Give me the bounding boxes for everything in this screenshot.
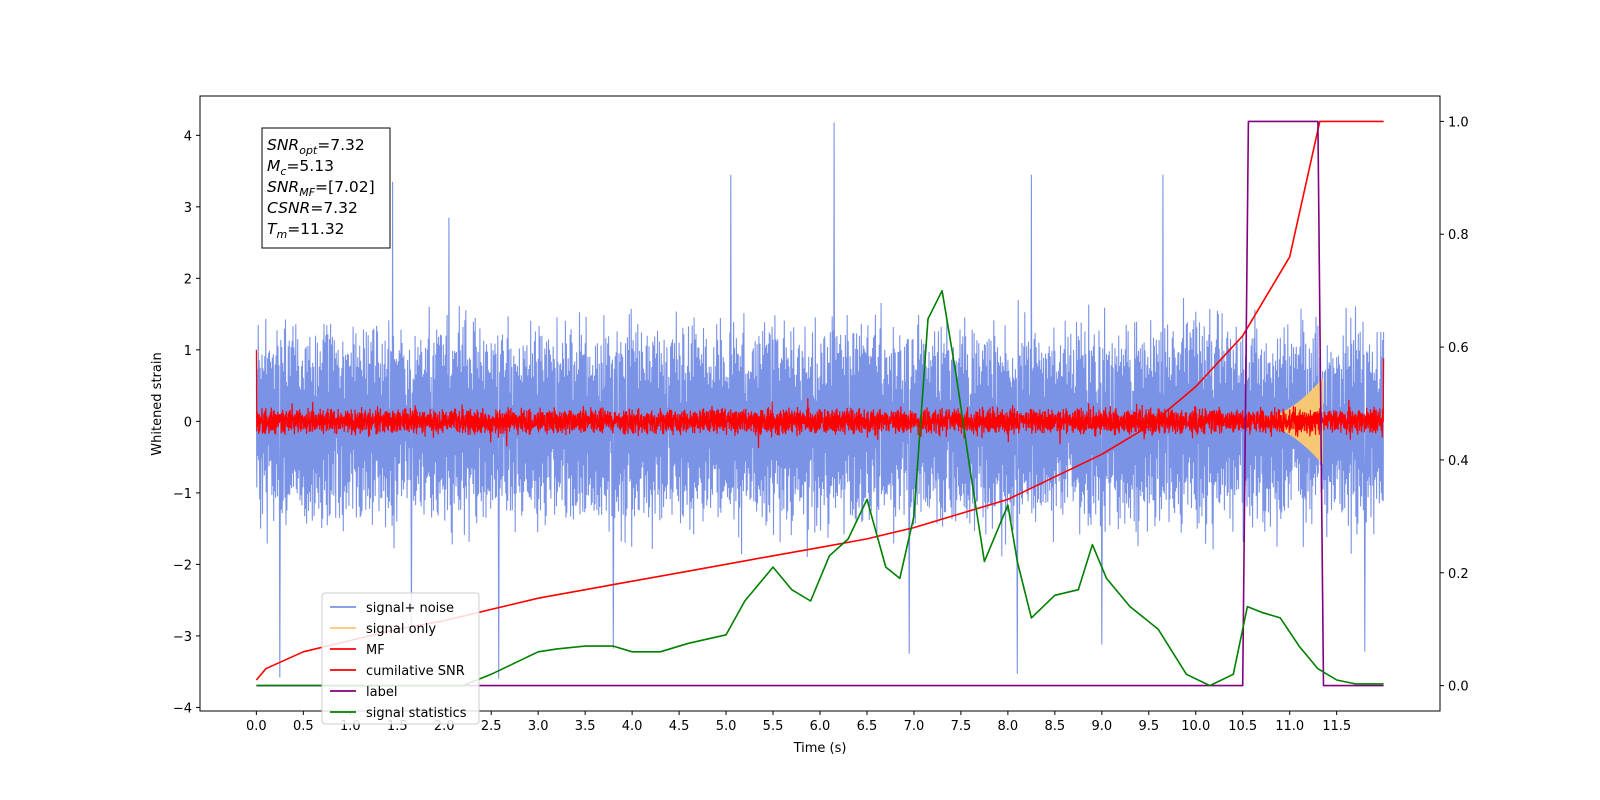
y-axis-label: Whitened strain [150, 352, 165, 455]
legend: signal+ noise signal only MF cumilative SNR… [321, 592, 480, 725]
y2-tick-label: 0.8 [1448, 228, 1469, 243]
x-tick-label: 7.0 [904, 719, 925, 734]
series-signal-statistics [256, 289, 1384, 687]
annotation-frame [261, 127, 391, 249]
y-axis-left: 4 3 2 1 0 −1 −2 −3 −4 [173, 129, 200, 716]
y-tick-label: 1 [184, 344, 192, 359]
x-tick-label: 4.0 [622, 719, 643, 734]
y-tick-label: 4 [184, 129, 192, 144]
x-tick-label: 2.5 [481, 719, 502, 734]
x-axis-label: Time (s) [793, 741, 847, 756]
legend-label: signal+ noise [366, 601, 454, 616]
legend-label: signal only [366, 622, 436, 637]
x-tick-label: 5.0 [716, 719, 737, 734]
legend-label: cumilative SNR [366, 664, 465, 679]
x-tick-label: 6.5 [857, 719, 878, 734]
series-mf [255, 349, 1385, 449]
series-signal-noise [255, 122, 1385, 679]
x-tick-label: 11.0 [1275, 719, 1304, 734]
annotation-line: CSNR=7.32 [267, 199, 358, 217]
x-tick-label: 10.0 [1181, 719, 1210, 734]
y-tick-label: 2 [184, 272, 192, 287]
x-tick-label: 7.5 [951, 719, 972, 734]
x-tick-label: 0.5 [293, 719, 314, 734]
y2-tick-label: 0.6 [1448, 341, 1469, 356]
y2-tick-label: 0.2 [1448, 567, 1469, 582]
x-tick-label: 9.0 [1091, 719, 1112, 734]
y2-tick-label: 1.0 [1448, 115, 1469, 130]
series-label [256, 120, 1384, 687]
legend-label: label [366, 685, 397, 700]
x-tick-label: 3.0 [528, 719, 549, 734]
y-axis-right: 1.0 0.8 0.6 0.4 0.2 0.0 [1440, 115, 1469, 695]
x-tick-label: 9.5 [1138, 719, 1159, 734]
x-tick-label: 10.5 [1228, 719, 1257, 734]
annotation-line: Mc=5.13 [267, 157, 334, 178]
x-tick-label: 6.0 [810, 719, 831, 734]
x-tick-label: 4.5 [669, 719, 690, 734]
y-tick-label: −2 [173, 558, 192, 573]
legend-frame [321, 592, 480, 725]
x-tick-label: 8.0 [998, 719, 1019, 734]
y2-tick-label: 0.4 [1448, 454, 1469, 469]
annotation-line: Tm=11.32 [267, 220, 345, 241]
y-tick-label: −4 [173, 701, 192, 716]
legend-label: MF [366, 643, 385, 658]
x-tick-label: 3.5 [575, 719, 596, 734]
x-tick-label: 8.5 [1045, 719, 1066, 734]
y-tick-label: 3 [184, 201, 192, 216]
annotation-line: SNRopt=7.32 [267, 136, 365, 157]
annotation-line: SNRMF=[7.02] [267, 178, 375, 199]
x-tick-label: 0.0 [246, 719, 267, 734]
y2-tick-label: 0.0 [1448, 680, 1469, 695]
y-tick-label: 0 [184, 415, 192, 430]
y-tick-label: −1 [173, 487, 192, 502]
y-tick-label: −3 [173, 630, 192, 645]
x-tick-label: 11.5 [1322, 719, 1351, 734]
x-axis: 0.0 0.5 1.0 1.5 2.0 2.5 3.0 3.5 4.0 4.5 5.0 5.5 6.0 6… [246, 711, 1351, 734]
x-tick-label: 5.5 [763, 719, 784, 734]
legend-label: signal statistics [366, 706, 467, 721]
